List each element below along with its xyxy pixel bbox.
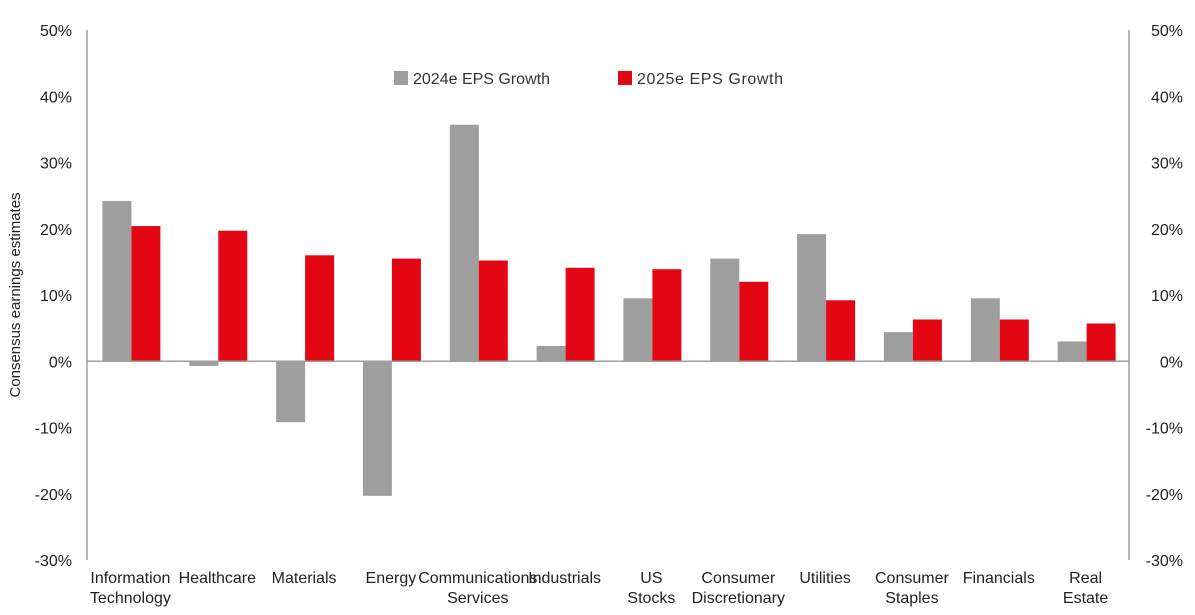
category-label: Staples [885, 590, 938, 607]
right-y-tick-label: 30% [1151, 156, 1183, 173]
legend-label-2025: 2025e EPS Growth [637, 71, 784, 88]
right-y-tick-label: -30% [1146, 553, 1183, 570]
bar-2025e [826, 300, 856, 362]
bar-2024e [1057, 341, 1087, 362]
legend: 2024e EPS Growth 2025e EPS Growth [394, 71, 784, 88]
left-y-tick-label: 20% [40, 222, 72, 239]
left-y-tick-label: 40% [40, 89, 72, 106]
right-y-tick-label: 10% [1151, 288, 1183, 305]
bar-2025e [999, 319, 1029, 362]
bar-2024e [710, 258, 740, 362]
left-y-tick-label: 10% [40, 288, 72, 305]
legend-label-2024: 2024e EPS Growth [413, 71, 550, 88]
right-y-tick-label: 0% [1160, 354, 1183, 371]
right-y-tick-label: 50% [1151, 23, 1183, 40]
bar-2025e [652, 269, 682, 362]
category-labels: Information Technology Healthcare Materials… [90, 570, 1108, 607]
category-label: Consumer [701, 570, 775, 587]
right-y-tick-label: 20% [1151, 222, 1183, 239]
category-label: Technology [90, 590, 171, 607]
bar-2025e [739, 281, 769, 362]
axes-group [86, 30, 1130, 560]
right-y-tick-labels: 50% 40% 30% 20% 10% 0% -10% -20% -30% [1146, 23, 1183, 570]
category-label: Estate [1063, 590, 1108, 607]
left-y-tick-label: -20% [35, 487, 72, 504]
bar-2025e [391, 258, 421, 362]
bar-2025e [912, 319, 942, 362]
left-y-tick-label: 0% [49, 354, 72, 371]
category-label: Energy [366, 570, 417, 587]
category-label: Communications [418, 570, 537, 587]
left-y-tick-label: 30% [40, 156, 72, 173]
bar-2024e [102, 200, 132, 362]
category-label: Financials [963, 570, 1035, 587]
bar-2025e [218, 230, 248, 362]
right-y-tick-label: -20% [1146, 487, 1183, 504]
bars-group [102, 124, 1116, 496]
bar-2024e [276, 361, 306, 423]
category-label: Industrials [528, 570, 601, 587]
category-label: Materials [272, 570, 337, 587]
category-label: Information [90, 570, 170, 587]
bar-2025e [478, 260, 508, 362]
legend-swatch-2024 [394, 71, 408, 85]
bar-2024e [362, 361, 392, 496]
right-y-tick-label: -10% [1146, 421, 1183, 438]
category-label: Consumer [875, 570, 949, 587]
left-y-tick-label: -10% [35, 421, 72, 438]
category-label: Services [447, 590, 508, 607]
y-axis-label: Consensus earnings estimates [7, 192, 24, 397]
bar-2024e [797, 234, 827, 362]
bar-2024e [883, 332, 913, 362]
category-label: Real [1069, 570, 1102, 587]
category-label: Utilities [799, 570, 851, 587]
category-label: Discretionary [692, 590, 785, 607]
left-y-tick-label: 50% [40, 23, 72, 40]
bar-2024e [623, 298, 653, 362]
left-y-tick-label: -30% [35, 553, 72, 570]
left-y-tick-labels: 50% 40% 30% 20% 10% 0% -10% -20% -30% [35, 23, 72, 570]
category-label: US [640, 570, 662, 587]
legend-swatch-2025 [618, 71, 632, 85]
category-label: Stocks [627, 590, 675, 607]
category-label: Healthcare [179, 570, 256, 587]
bar-2025e [305, 255, 335, 362]
right-y-tick-label: 40% [1151, 89, 1183, 106]
bar-2025e [1086, 323, 1116, 362]
bar-2024e [189, 361, 219, 366]
bar-2024e [536, 346, 566, 362]
bar-2024e [449, 124, 479, 362]
bar-2025e [131, 226, 161, 362]
bar-2025e [565, 267, 595, 362]
bar-2024e [970, 298, 1000, 362]
